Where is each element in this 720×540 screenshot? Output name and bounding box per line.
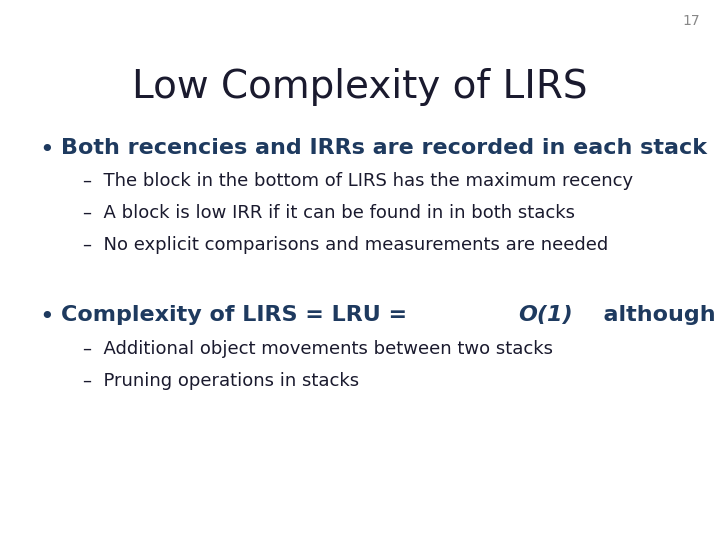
- Text: Complexity of LIRS = LRU =: Complexity of LIRS = LRU =: [61, 305, 415, 325]
- Text: •: •: [40, 305, 54, 329]
- Text: Both recencies and IRRs are recorded in each stack: Both recencies and IRRs are recorded in …: [61, 138, 707, 158]
- Text: O(1): O(1): [518, 305, 572, 325]
- Text: –  Additional object movements between two stacks: – Additional object movements between tw…: [83, 340, 553, 358]
- Text: –  No explicit comparisons and measurements are needed: – No explicit comparisons and measuremen…: [83, 236, 608, 254]
- Text: Low Complexity of LIRS: Low Complexity of LIRS: [132, 68, 588, 106]
- Text: –  The block in the bottom of LIRS has the maximum recency: – The block in the bottom of LIRS has th…: [83, 172, 633, 190]
- Text: •: •: [40, 138, 54, 162]
- Text: –  Pruning operations in stacks: – Pruning operations in stacks: [83, 372, 359, 390]
- Text: although: although: [588, 305, 716, 325]
- Text: –  A block is low IRR if it can be found in in both stacks: – A block is low IRR if it can be found …: [83, 204, 575, 222]
- Text: 17: 17: [683, 14, 700, 28]
